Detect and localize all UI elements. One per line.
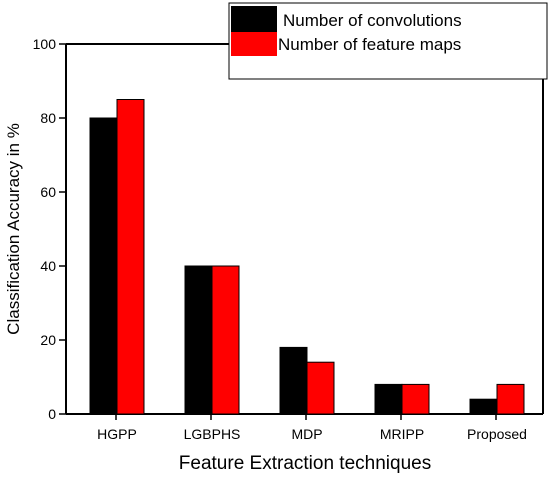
bar-feature-maps	[116, 99, 145, 415]
x-tick-label: MDP	[291, 426, 322, 442]
legend-box	[228, 2, 548, 80]
x-axis-title: Feature Extraction techniques	[179, 453, 431, 474]
legend: Number of convolutions Number of feature…	[228, 2, 548, 80]
x-tick-label: MRIPP	[380, 426, 424, 442]
bar-convolutions	[469, 398, 498, 415]
y-tick-label: 60	[40, 184, 56, 200]
y-tick-label: 0	[48, 406, 56, 422]
y-tick-label: 20	[40, 332, 56, 348]
bar-feature-maps	[496, 383, 525, 415]
bar-feature-maps	[211, 265, 240, 415]
bar-feature-maps	[306, 361, 335, 415]
x-tick-label: Proposed	[467, 426, 527, 442]
y-tick-label: 80	[40, 110, 56, 126]
x-tick-label: HGPP	[97, 426, 137, 442]
legend-swatch-feature-maps	[231, 32, 277, 56]
bar-convolutions	[89, 117, 118, 415]
bars	[89, 99, 525, 415]
legend-label-convolutions: Number of convolutions	[283, 11, 462, 30]
y-tick-label: 40	[40, 258, 56, 274]
bar-convolutions	[374, 383, 403, 415]
y-axis-ticks: 0 20 40 60 80 100	[33, 36, 66, 422]
bar-feature-maps	[401, 383, 430, 415]
legend-swatch-convolutions	[231, 6, 277, 32]
x-axis-ticks: HGPP LGBPHS MDP MRIPP Proposed	[97, 414, 527, 442]
x-tick-label: LGBPHS	[184, 426, 241, 442]
y-axis-title: Classification Accuracy in %	[4, 123, 23, 335]
y-tick-label: 100	[33, 36, 57, 52]
bar-convolutions	[184, 265, 213, 415]
bar-convolutions	[279, 346, 308, 415]
legend-label-feature-maps: Number of feature maps	[278, 35, 461, 54]
